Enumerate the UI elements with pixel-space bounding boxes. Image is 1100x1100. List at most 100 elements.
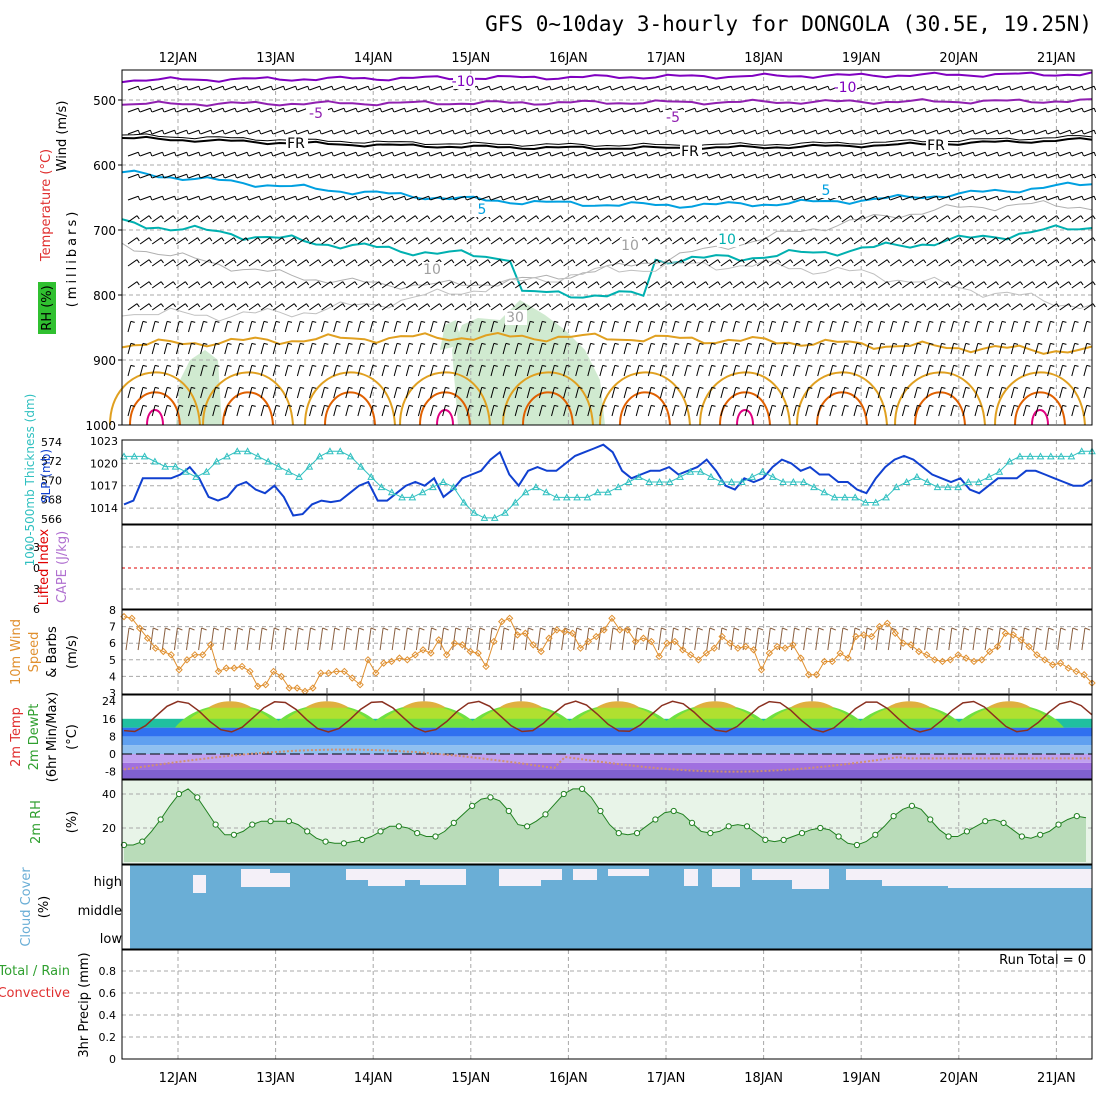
wind-barb: [151, 365, 156, 377]
wind-barb-flag: [675, 386, 680, 389]
wind-barb: [926, 129, 938, 135]
wind-barb-flag: [402, 237, 406, 242]
wind10m-barb-flag: [721, 627, 728, 631]
wind-barb-flag: [941, 386, 946, 389]
wind10m-barb: [161, 627, 166, 651]
wind-barb: [176, 215, 186, 223]
wind-barb-flag: [215, 404, 220, 407]
wind-barb: [260, 107, 272, 113]
wind-barb-flag: [209, 303, 213, 308]
wind-barb: [756, 387, 761, 399]
thickness-point: [408, 493, 417, 501]
wind-barb: [430, 387, 434, 399]
wind-barb: [1010, 387, 1015, 399]
wind-barb: [272, 343, 277, 355]
wind10m-barb: [379, 627, 384, 651]
wind10m-barb-flag: [649, 627, 655, 631]
wind-barb-flag: [1045, 152, 1048, 157]
wind-barb: [684, 321, 688, 333]
thickness-point: [830, 493, 839, 501]
top-date-label: 12JAN: [159, 51, 198, 66]
wind-barb: [381, 237, 392, 245]
wind-barb: [297, 303, 307, 311]
wind-barb: [151, 387, 156, 399]
wind-barb-flag: [148, 215, 152, 220]
wind-barb-flag: [875, 196, 879, 201]
wind-barb-flag: [711, 342, 716, 345]
wind-barb: [611, 215, 622, 223]
wind-barb: [381, 173, 393, 179]
wind-barb: [1059, 343, 1064, 355]
wind10m-point: [1056, 659, 1065, 667]
contour-line: [121, 200, 1093, 290]
top-date-axis: 12JAN 13JAN 14JAN 15JAN 16JAN 17JAN 18JAN 19JAN…: [159, 51, 1076, 66]
wind-barb-flag: [626, 320, 631, 323]
wind10m-point: [466, 647, 474, 656]
wind-barb-flag: [174, 86, 177, 91]
wind-barb-flag: [632, 259, 636, 264]
wind-barb: [393, 321, 398, 333]
wind-barb-flag: [996, 174, 1000, 179]
wind-barb-flag: [573, 86, 576, 91]
wind-barb: [345, 129, 357, 135]
wind-barb-flag: [753, 215, 757, 220]
wind-barb-flag: [573, 196, 576, 201]
rh-legend-swatch: [38, 282, 56, 334]
wind-barb-flag: [1081, 86, 1084, 91]
wind-barb: [490, 151, 502, 157]
wind-barb-flag: [160, 281, 164, 286]
wind-barb: [853, 405, 858, 417]
wind-barb-flag: [965, 404, 970, 407]
wind-barb-flag: [832, 386, 837, 389]
wind-barb-flag: [1069, 86, 1072, 91]
wind-barb-flag: [929, 386, 934, 389]
wind10m-point: [608, 614, 616, 623]
thickness-tick: 568: [41, 494, 62, 507]
wind-barb: [648, 173, 659, 179]
wind-barb: [708, 365, 713, 377]
wind-barb: [829, 281, 840, 289]
wind10m-barb-flag: [213, 627, 219, 631]
wind-barb: [829, 321, 834, 333]
wind-barb-flag: [827, 130, 830, 135]
wind-barb: [914, 343, 918, 355]
wind10m-point: [474, 649, 482, 657]
wind-barb: [200, 321, 204, 333]
wind10m-point: [797, 654, 805, 662]
wind-barb-flag: [548, 215, 552, 220]
wind10m-barb-flag: [467, 627, 473, 631]
wind-barb: [296, 387, 301, 399]
rh-line: [124, 788, 1087, 846]
thickness-tick: 566: [41, 513, 62, 526]
wind-barb-flag: [682, 86, 685, 91]
wind-barb-flag: [330, 237, 334, 242]
wind-barb: [538, 365, 543, 377]
wind-barb: [684, 107, 696, 113]
wind-barb-flag: [644, 303, 648, 308]
wind-barb: [635, 365, 640, 377]
wind-barb-flag: [561, 152, 564, 157]
wind-barb-flag: [525, 174, 528, 179]
wind-barb-flag: [263, 364, 268, 367]
wind-barb: [611, 107, 623, 113]
warm-contour: [304, 371, 396, 426]
wind-barb-flag: [549, 174, 552, 179]
warm-contour: [894, 371, 986, 426]
wind-barb: [684, 343, 688, 355]
wind-barb-flag: [1021, 86, 1024, 91]
wind-barb-flag: [741, 215, 745, 220]
wind-barb: [478, 365, 483, 377]
wind-barb: [877, 281, 888, 289]
wind-barb-flag: [862, 281, 866, 286]
wind-barb-flag: [142, 386, 147, 389]
wind-barb: [164, 195, 175, 201]
wind-barb-flag: [221, 281, 225, 286]
wind-barb: [986, 173, 998, 179]
wind-barb-flag: [283, 130, 286, 135]
wind-barb: [297, 195, 308, 201]
wind-barb-flag: [953, 364, 958, 367]
thickness-point: [212, 457, 221, 465]
wind-barb: [285, 237, 295, 245]
